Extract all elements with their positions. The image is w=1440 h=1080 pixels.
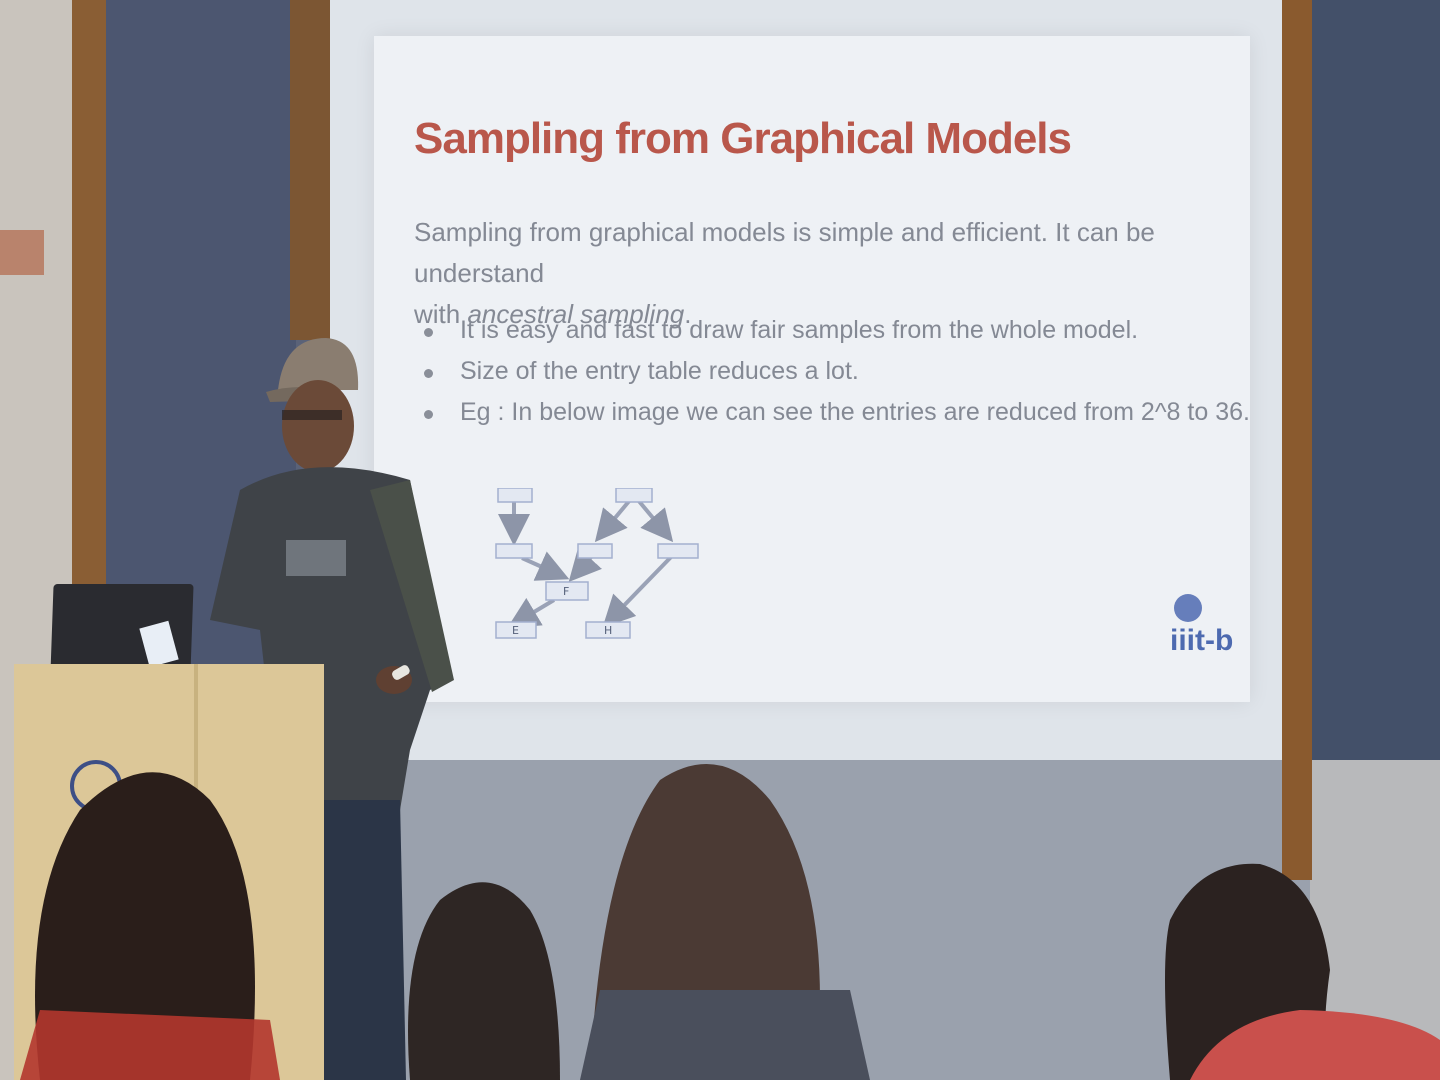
diagram-node-label: E bbox=[512, 624, 519, 637]
diagram-node bbox=[495, 621, 537, 639]
institute-logo-icon bbox=[1174, 594, 1202, 622]
blue-panel-right bbox=[1300, 0, 1440, 760]
paragraph-line-2-suffix: . bbox=[684, 299, 692, 329]
diagram-node bbox=[657, 543, 699, 559]
wood-frame-left bbox=[72, 0, 106, 600]
graphical-model-diagram: F E H bbox=[495, 488, 699, 639]
paragraph-line-2-prefix: with bbox=[414, 299, 468, 329]
diagram-edge bbox=[507, 597, 556, 629]
wood-post bbox=[290, 0, 330, 340]
bullet-item: Eg : In below image we can see the entri… bbox=[424, 398, 1250, 439]
wall-left-sign bbox=[0, 230, 44, 275]
slide-paragraph: Sampling from graphical models is simple… bbox=[414, 212, 1214, 335]
diagram-edge bbox=[594, 498, 632, 543]
diagram-edge bbox=[521, 551, 570, 581]
bullet-item: It is easy and fast to draw fair samples… bbox=[424, 316, 1250, 357]
diagram-edge bbox=[602, 554, 674, 628]
diagram-node bbox=[495, 543, 533, 559]
presenter-cap bbox=[278, 338, 359, 390]
diagram-node bbox=[585, 621, 631, 639]
audience-member-left bbox=[35, 772, 255, 1080]
diagram-node-label: F bbox=[563, 585, 569, 598]
paragraph-line-1: Sampling from graphical models is simple… bbox=[414, 217, 1155, 288]
presenter-glasses bbox=[282, 410, 342, 420]
diagram-edge bbox=[568, 547, 602, 582]
projected-slide: Sampling from Graphical Models Sampling … bbox=[374, 36, 1250, 702]
audience bbox=[20, 764, 1440, 1080]
slide-title: Sampling from Graphical Models bbox=[414, 114, 1072, 163]
diagram-edge bbox=[636, 498, 674, 543]
clicker-remote bbox=[392, 665, 410, 680]
wood-frame-right bbox=[1282, 0, 1312, 880]
diagram-node bbox=[545, 581, 589, 601]
presenter-face bbox=[282, 380, 354, 472]
diagram-node bbox=[577, 543, 613, 559]
diagram-node bbox=[497, 488, 533, 503]
institute-logo-text: iiit-b bbox=[1170, 624, 1234, 657]
bullet-list: It is easy and fast to draw fair samples… bbox=[424, 316, 1250, 439]
jacket-print bbox=[286, 540, 346, 576]
bullet-item: Size of the entry table reduces a lot. bbox=[424, 357, 1250, 398]
diagram-node-label: H bbox=[604, 624, 612, 637]
audience-member-center-left bbox=[408, 882, 560, 1080]
diagram-node bbox=[615, 488, 653, 503]
paragraph-italic-term: ancestral sampling bbox=[467, 299, 685, 329]
